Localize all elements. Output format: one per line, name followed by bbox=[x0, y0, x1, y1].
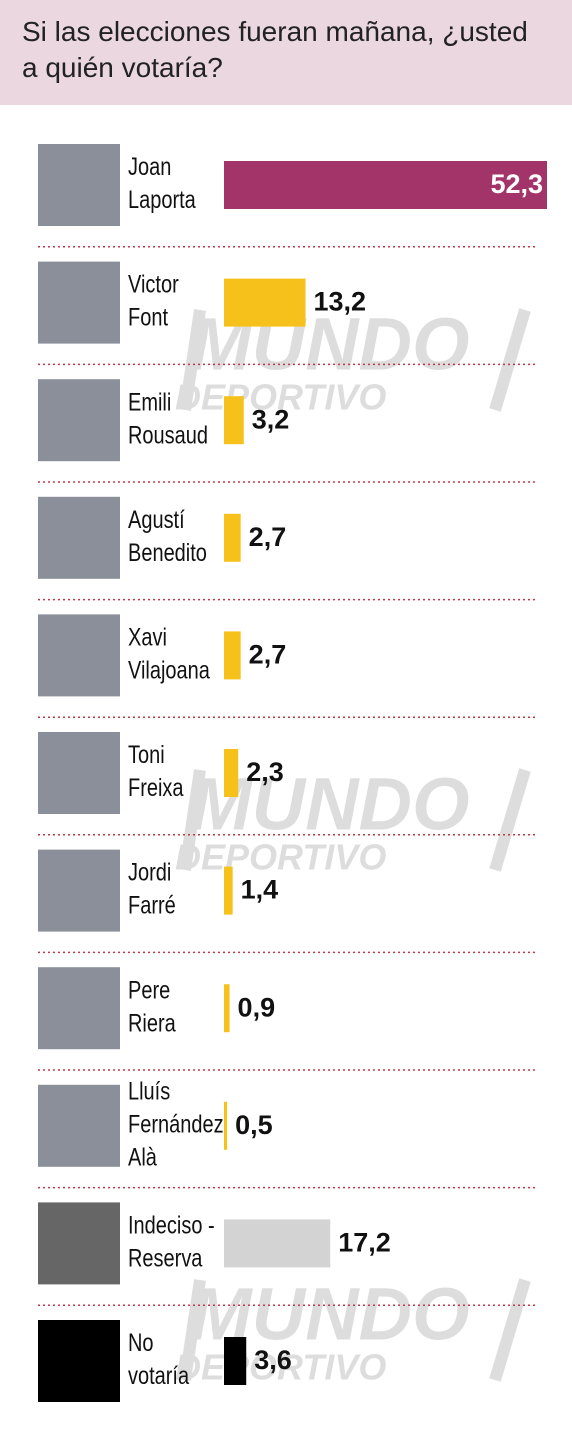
watermark-slash bbox=[489, 308, 531, 412]
name: Emili Rousaud bbox=[128, 388, 208, 449]
value-label: 2,3 bbox=[246, 757, 284, 787]
category-label: Vilajoana bbox=[128, 656, 210, 684]
bar bbox=[224, 396, 244, 445]
bar bbox=[224, 1219, 331, 1268]
watermark-slash bbox=[179, 1279, 206, 1381]
category-label: Fernández bbox=[128, 1110, 224, 1138]
name: Xavi Vilajoana bbox=[128, 623, 210, 684]
bar bbox=[224, 278, 306, 327]
category-label: Riera bbox=[128, 1009, 176, 1037]
name: No votaría bbox=[128, 1329, 189, 1390]
name: Toni Freixa bbox=[128, 741, 184, 802]
photo bbox=[38, 614, 120, 697]
name: Jordi Farré bbox=[128, 859, 176, 920]
bar bbox=[224, 984, 230, 1033]
value-label: 3,6 bbox=[254, 1345, 292, 1375]
watermark-text: DEPORTIVO bbox=[175, 1347, 386, 1388]
value-label: 1,4 bbox=[241, 875, 279, 905]
chart-title: Si las elecciones fueran mañana, ¿usted … bbox=[22, 16, 528, 83]
name: Indeciso - Reserva bbox=[128, 1211, 215, 1272]
name: Agustí Benedito bbox=[128, 506, 207, 567]
category-label: Joan bbox=[128, 153, 171, 181]
photo bbox=[38, 849, 120, 932]
value-label: 17,2 bbox=[338, 1228, 391, 1258]
category-label: Freixa bbox=[128, 774, 184, 802]
bar bbox=[224, 631, 241, 680]
value-label: 13,2 bbox=[314, 287, 367, 317]
category-label: Reserva bbox=[128, 1244, 203, 1272]
category-label: Jordi bbox=[128, 859, 171, 887]
photo bbox=[38, 1084, 120, 1167]
category-label: Alà bbox=[128, 1143, 157, 1171]
value-label: 3,2 bbox=[252, 404, 290, 434]
value-label: 2,7 bbox=[249, 640, 287, 670]
bar bbox=[224, 866, 233, 915]
name: Lluís Fernández Alà bbox=[128, 1077, 224, 1171]
watermark-text: DEPORTIVO bbox=[175, 837, 386, 878]
photo bbox=[38, 732, 120, 814]
bar bbox=[224, 161, 547, 209]
value-label: 0,9 bbox=[238, 992, 276, 1022]
watermark-slash bbox=[489, 1278, 531, 1382]
bar bbox=[224, 1337, 247, 1385]
watermark-slash bbox=[179, 309, 206, 411]
category-label: Font bbox=[128, 304, 169, 332]
watermark-slash bbox=[179, 769, 206, 871]
photo bbox=[38, 144, 120, 226]
photo bbox=[38, 261, 120, 344]
category-label: votaría bbox=[128, 1362, 189, 1390]
name: Victor Font bbox=[128, 271, 179, 332]
category-label: No bbox=[128, 1329, 154, 1357]
category-label: Laporta bbox=[128, 186, 196, 214]
category-label: Benedito bbox=[128, 539, 207, 567]
category-label: Agustí bbox=[128, 506, 185, 534]
category-label: Farré bbox=[128, 892, 176, 920]
category-label: Rousaud bbox=[128, 421, 208, 449]
category-label: Lluís bbox=[128, 1077, 170, 1105]
bar bbox=[224, 513, 241, 562]
bar bbox=[224, 1101, 228, 1150]
category-label: Victor bbox=[128, 271, 179, 299]
photo bbox=[38, 496, 120, 579]
photo bbox=[38, 379, 120, 462]
watermark-slash bbox=[489, 768, 531, 872]
value-label: 2,7 bbox=[249, 522, 287, 552]
photo bbox=[38, 967, 120, 1050]
photo bbox=[38, 1202, 120, 1285]
value-label: 0,5 bbox=[235, 1110, 273, 1140]
category-label: Indeciso - bbox=[128, 1211, 215, 1239]
category-label: Toni bbox=[128, 741, 165, 769]
watermark-text: DEPORTIVO bbox=[175, 377, 386, 418]
title-band: Si las elecciones fueran mañana, ¿usted … bbox=[0, 0, 572, 105]
name: Joan Laporta bbox=[128, 153, 196, 214]
name: Pere Riera bbox=[128, 976, 176, 1037]
category-label: Pere bbox=[128, 976, 170, 1004]
value-label: 52,3 bbox=[490, 169, 543, 199]
bar bbox=[224, 749, 239, 797]
photo bbox=[38, 1320, 120, 1402]
category-label: Emili bbox=[128, 388, 171, 416]
category-label: Xavi bbox=[128, 623, 167, 651]
